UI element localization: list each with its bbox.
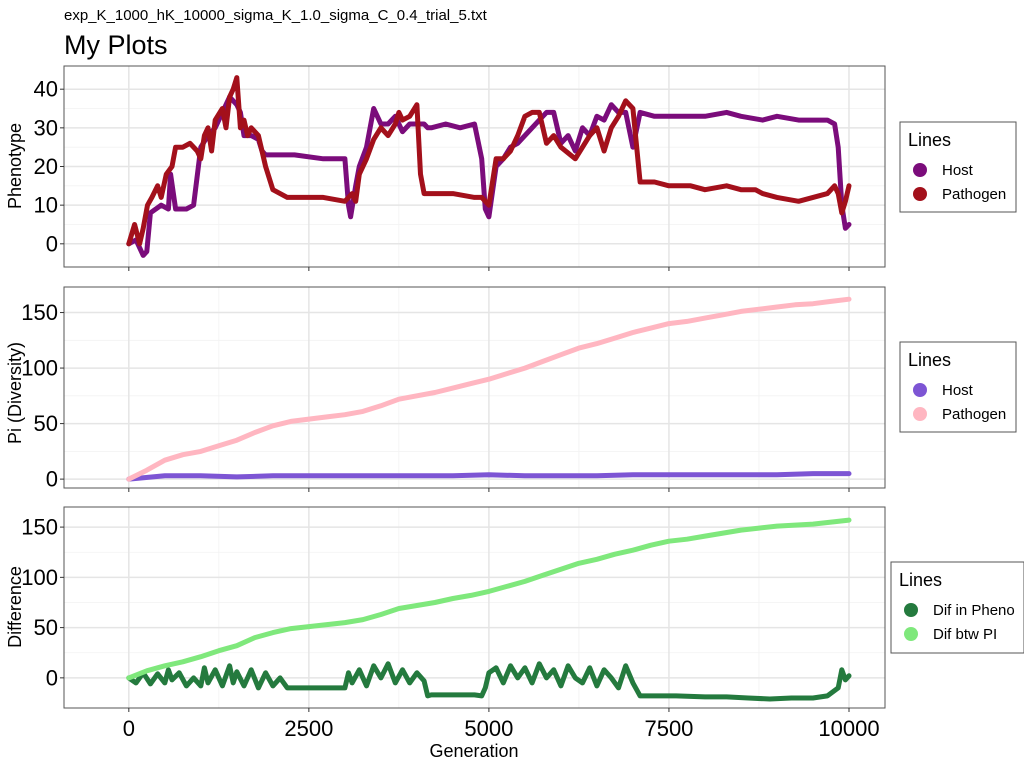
legend-key — [913, 163, 927, 177]
y-tick-label: 0 — [46, 231, 58, 256]
y-tick-label: 100 — [21, 356, 58, 381]
y-axis-label: Phenotype — [5, 123, 25, 209]
legend-key — [913, 407, 927, 421]
panel-border — [63, 286, 886, 489]
panels: 0 10 20 30 40 Phenotype Lines Host Pathogen 0 50 10… — [5, 65, 1024, 741]
legend-title: Lines — [899, 570, 942, 590]
x-tick-label: 7500 — [644, 716, 693, 741]
legend-label: Dif btw PI — [933, 626, 997, 643]
plot-title: My Plots — [64, 30, 168, 60]
legend-title: Lines — [908, 130, 951, 150]
legend: Lines Host Pathogen — [899, 341, 1017, 433]
panel-border — [63, 506, 886, 709]
series-line-host — [126, 471, 852, 482]
x-tick-label: 0 — [123, 716, 135, 741]
y-tick-label: 0 — [46, 467, 58, 492]
legend-key — [913, 187, 927, 201]
panel-1: 0 10 20 30 40 Phenotype Lines Host Pathogen — [5, 65, 1017, 271]
x-axis-label: Generation — [429, 741, 518, 761]
panel-2: 0 50 100 150 Pi (Diversity) Lines Host Pathogen — [5, 286, 1017, 492]
y-axis-label: Difference — [5, 566, 25, 648]
series-group — [126, 75, 852, 258]
x-tick-label: 5000 — [464, 716, 513, 741]
x-tick-label: 2500 — [284, 716, 333, 741]
plot-subtitle: exp_K_1000_hK_10000_sigma_K_1.0_sigma_C_… — [64, 7, 488, 24]
y-tick-label: 20 — [34, 154, 58, 179]
legend: Lines Dif in Pheno Dif btw PI — [890, 561, 1024, 654]
legend-key — [904, 603, 918, 617]
legend-key — [913, 383, 927, 397]
y-tick-label: 50 — [34, 411, 58, 436]
y-tick-label: 40 — [34, 77, 58, 102]
legend-label: Host — [942, 382, 974, 399]
y-tick-label: 0 — [46, 665, 58, 690]
legend-label: Pathogen — [942, 186, 1006, 203]
legend-label: Pathogen — [942, 406, 1006, 423]
y-tick-label: 150 — [21, 515, 58, 540]
y-axis-label: Pi (Diversity) — [5, 342, 25, 444]
legend: Lines Host Pathogen — [899, 121, 1017, 213]
series-line-pathogen — [126, 75, 852, 247]
legend-title: Lines — [908, 350, 951, 370]
y-tick-label: 50 — [34, 615, 58, 640]
legend-key — [904, 627, 918, 641]
y-tick-label: 150 — [21, 300, 58, 325]
legend-label: Dif in Pheno — [933, 602, 1015, 619]
x-tick-label: 10000 — [818, 716, 879, 741]
y-tick-label: 100 — [21, 565, 58, 590]
series-group — [126, 296, 852, 482]
y-tick-label: 30 — [34, 115, 58, 140]
series-line-dif-in-pheno — [126, 661, 852, 702]
panel-3: 0 50 100 150 0 2500 5000 7500 10000 Difference Lin… — [5, 506, 1024, 741]
series-group — [126, 517, 852, 702]
series-line-pathogen — [126, 296, 852, 482]
series-line-dif-btw-pi — [126, 517, 852, 681]
y-tick-label: 10 — [34, 193, 58, 218]
legend-label: Host — [942, 162, 974, 179]
